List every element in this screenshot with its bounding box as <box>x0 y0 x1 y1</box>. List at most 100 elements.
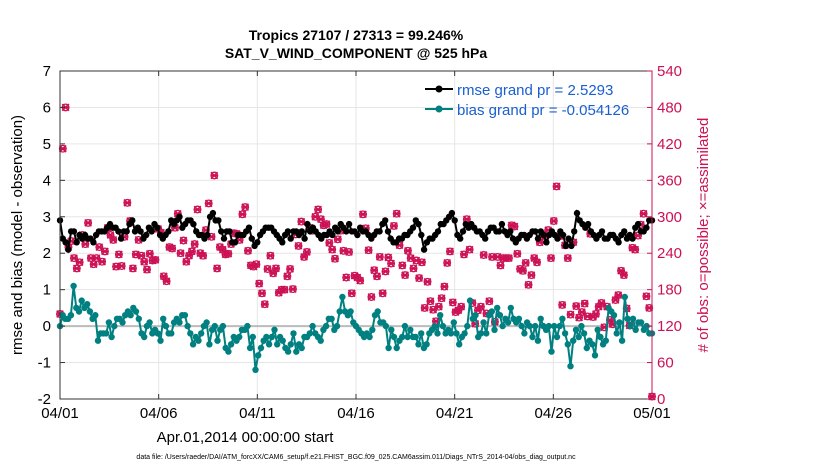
bias-point <box>189 341 197 348</box>
obs-assimilated-marker <box>260 300 269 309</box>
bias-point <box>399 333 406 341</box>
obs-assimilated-marker <box>258 289 266 298</box>
left-y-tick-label: 5 <box>43 136 51 153</box>
obs-assimilated-marker <box>151 256 160 264</box>
bias-point <box>507 304 514 312</box>
rmse-point <box>287 235 294 242</box>
rmse-point <box>420 246 428 253</box>
bias-point <box>534 337 542 344</box>
rmse-point <box>598 228 606 235</box>
obs-assimilated-marker <box>448 298 457 307</box>
bias-point <box>298 344 305 352</box>
obs-assimilated-marker <box>446 247 454 256</box>
obs-assimilated-marker <box>145 249 154 258</box>
bias-point <box>447 330 455 337</box>
rmse-point <box>615 239 622 246</box>
rmse-point <box>334 228 342 235</box>
left-y-tick-label: 1 <box>43 282 51 299</box>
obs-assimilated-marker <box>297 217 306 226</box>
x-tick-label: 05/01 <box>633 405 671 422</box>
bias-point <box>515 315 523 322</box>
obs-assimilated-marker <box>404 246 412 255</box>
rmse-point <box>354 231 361 239</box>
obs-assimilated-marker <box>98 257 106 266</box>
bias-point <box>578 322 585 330</box>
bias-point <box>401 322 409 330</box>
rmse-point <box>248 235 255 242</box>
bias-point <box>627 322 634 330</box>
obs-assimilated-marker <box>188 247 196 256</box>
rmse-point <box>498 220 506 228</box>
obs-assimilated-marker <box>123 198 132 207</box>
bias-point <box>206 341 213 348</box>
bias-point <box>553 333 561 341</box>
bias-point <box>198 330 205 337</box>
rmse-point <box>418 231 425 239</box>
bias-point <box>529 333 536 341</box>
obs-assimilated-marker <box>519 266 527 275</box>
rmse-point <box>629 235 636 242</box>
rmse-point <box>434 228 442 235</box>
obs-assimilated-marker <box>381 267 390 276</box>
rmse-point <box>507 228 514 235</box>
obs-assimilated-marker <box>418 258 426 267</box>
obs-assimilated-marker <box>620 271 628 279</box>
x-tick-label: 04/11 <box>239 405 275 422</box>
bias-point <box>265 341 273 348</box>
bias-point <box>621 293 628 301</box>
obs-assimilated-marker <box>521 259 530 267</box>
bias-point <box>504 319 512 326</box>
obs-assimilated-marker <box>224 249 233 258</box>
rmse-point <box>384 228 392 235</box>
rmse-point <box>534 235 542 242</box>
obs-assimilated-marker <box>367 293 376 301</box>
obs-assimilated-marker <box>95 243 104 251</box>
obs-assimilated-marker <box>266 251 275 260</box>
bias-point <box>369 326 376 333</box>
rmse-point <box>209 209 217 217</box>
x-axis-label: Apr.01,2014 00:00:00 start <box>157 429 335 446</box>
legend-rmse-label: rmse grand pr = 2.5293 <box>457 82 613 99</box>
bias-point <box>390 333 398 341</box>
obs-assimilated-marker <box>345 248 353 256</box>
obs-assimilated-marker <box>373 272 381 281</box>
obs-assimilated-marker <box>75 258 84 267</box>
x-tick-label: 04/01 <box>41 405 79 422</box>
obs-assimilated-marker <box>401 271 409 279</box>
obs-assimilated-marker <box>117 262 126 270</box>
bias-point <box>257 344 265 352</box>
obs-assimilated-marker <box>592 310 600 318</box>
obs-assimilated-marker <box>168 244 177 253</box>
rmse-point <box>165 228 172 235</box>
rmse-point <box>415 220 422 228</box>
left-y-axis-label: rmse and bias (model - observation) <box>9 115 26 355</box>
obs-assimilated-marker <box>477 302 485 311</box>
bias-point <box>287 341 294 348</box>
bias-point <box>616 319 623 326</box>
bias-point <box>317 337 324 344</box>
obs-assimilated-marker <box>533 258 541 267</box>
obs-assimilated-marker <box>398 261 407 270</box>
right-y-tick-label: 300 <box>657 209 682 226</box>
bias-point <box>214 337 221 344</box>
obs-assimilated-marker <box>443 259 452 267</box>
obs-assimilated-marker <box>392 209 401 218</box>
bias-point <box>366 333 373 341</box>
rmse-point <box>70 228 78 235</box>
rmse-point <box>409 224 417 231</box>
bias-point <box>537 315 544 322</box>
bias-point <box>545 322 552 330</box>
obs-assimilated-marker <box>390 222 398 230</box>
bias-point <box>632 326 639 333</box>
obs-assimilated-marker <box>639 209 648 218</box>
legend-bias-marker <box>435 105 443 113</box>
rmse-point <box>634 220 642 228</box>
right-y-tick-label: 180 <box>657 282 682 299</box>
bias-point <box>583 344 590 352</box>
bias-point <box>496 312 504 319</box>
obs-assimilated-marker <box>580 299 589 308</box>
bias-point <box>466 297 474 304</box>
bias-point <box>450 319 457 326</box>
bias-point <box>187 330 194 337</box>
